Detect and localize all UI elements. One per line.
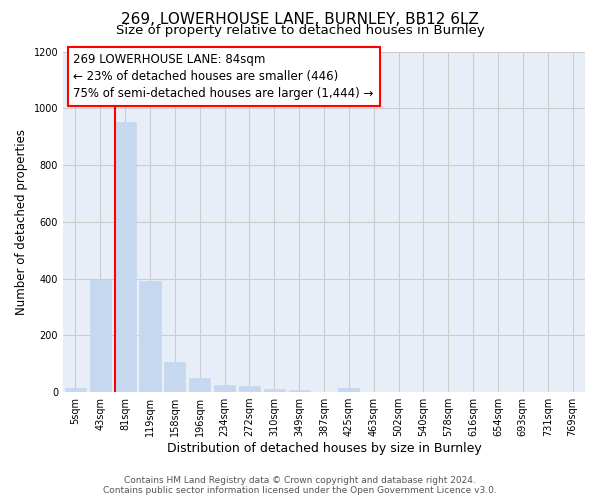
Bar xyxy=(90,280,111,392)
Y-axis label: Number of detached properties: Number of detached properties xyxy=(15,129,28,315)
Text: Contains HM Land Registry data © Crown copyright and database right 2024.
Contai: Contains HM Land Registry data © Crown c… xyxy=(103,476,497,495)
Bar xyxy=(239,386,260,392)
Bar xyxy=(289,390,310,392)
Bar xyxy=(214,385,235,392)
Bar xyxy=(338,388,359,392)
Text: Size of property relative to detached houses in Burnley: Size of property relative to detached ho… xyxy=(116,24,484,37)
Bar xyxy=(264,388,285,392)
Text: 269, LOWERHOUSE LANE, BURNLEY, BB12 6LZ: 269, LOWERHOUSE LANE, BURNLEY, BB12 6LZ xyxy=(121,12,479,28)
Bar xyxy=(189,378,211,392)
Text: 269 LOWERHOUSE LANE: 84sqm
← 23% of detached houses are smaller (446)
75% of sem: 269 LOWERHOUSE LANE: 84sqm ← 23% of deta… xyxy=(73,53,374,100)
Bar xyxy=(65,388,86,392)
Bar xyxy=(115,122,136,392)
Bar xyxy=(164,362,185,392)
X-axis label: Distribution of detached houses by size in Burnley: Distribution of detached houses by size … xyxy=(167,442,481,455)
Bar xyxy=(139,282,161,392)
